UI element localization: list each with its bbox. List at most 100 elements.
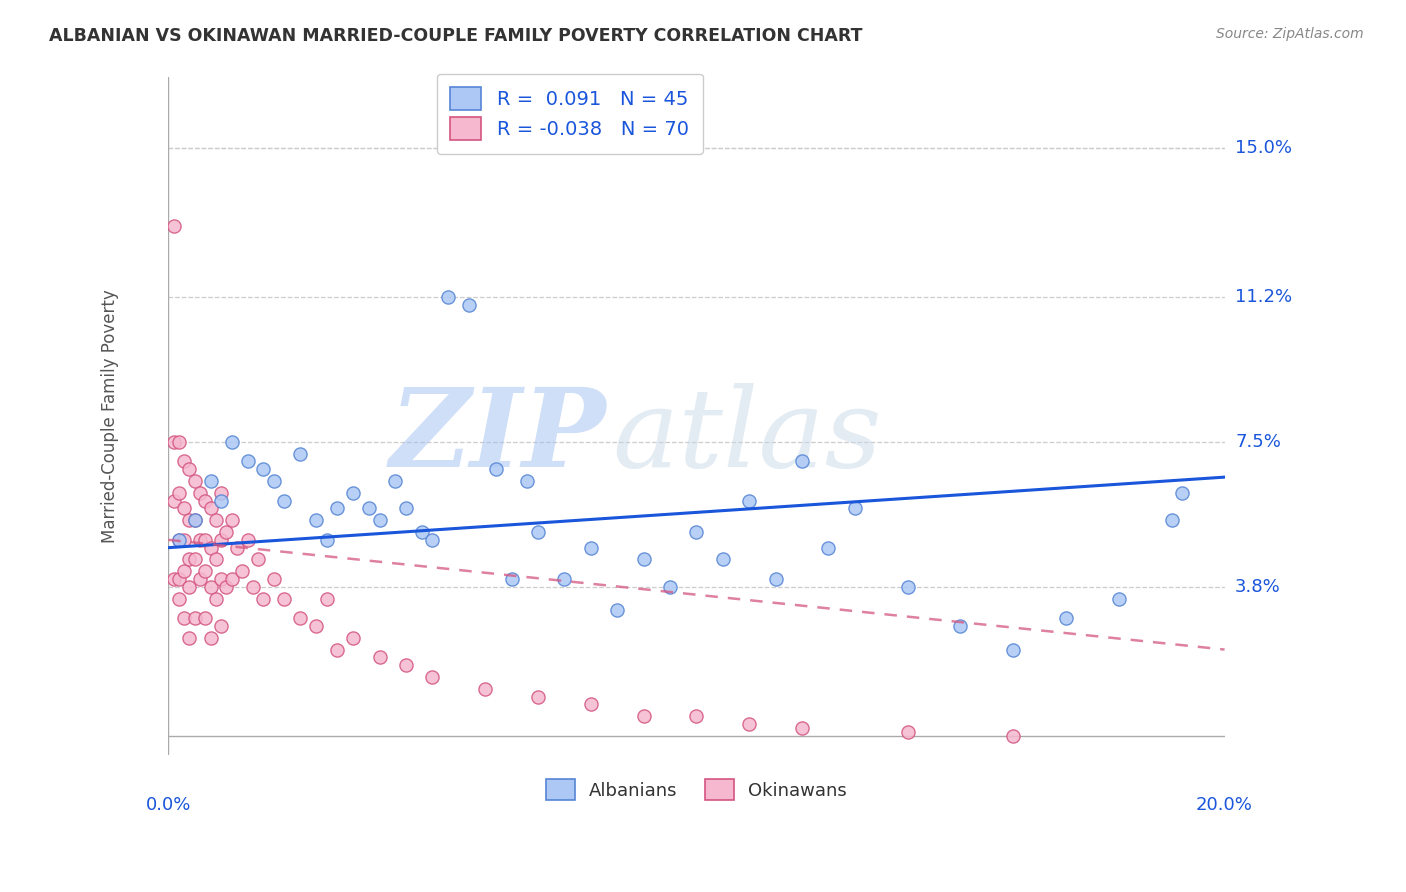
Point	[606, 603, 628, 617]
Point	[200, 541, 222, 555]
Point	[236, 454, 259, 468]
Point	[790, 721, 813, 735]
Point	[326, 642, 349, 657]
Point	[252, 462, 274, 476]
Point	[162, 219, 184, 234]
Point	[194, 493, 217, 508]
Point	[188, 572, 211, 586]
Point	[817, 541, 839, 555]
Point	[252, 591, 274, 606]
Point	[183, 611, 205, 625]
Point	[527, 690, 550, 704]
Point	[167, 591, 190, 606]
Point	[1002, 642, 1025, 657]
Point	[162, 572, 184, 586]
Point	[897, 724, 920, 739]
Point	[263, 474, 285, 488]
Text: 3.8%: 3.8%	[1234, 578, 1281, 596]
Point	[305, 619, 328, 633]
Point	[183, 474, 205, 488]
Point	[738, 717, 761, 731]
Point	[422, 533, 444, 547]
Point	[579, 698, 602, 712]
Text: ALBANIAN VS OKINAWAN MARRIED-COUPLE FAMILY POVERTY CORRELATION CHART: ALBANIAN VS OKINAWAN MARRIED-COUPLE FAMI…	[49, 27, 863, 45]
Text: 20.0%: 20.0%	[1197, 796, 1253, 814]
Point	[949, 619, 972, 633]
Point	[844, 501, 866, 516]
Point	[231, 564, 253, 578]
Point	[188, 533, 211, 547]
Point	[342, 485, 364, 500]
Text: Source: ZipAtlas.com: Source: ZipAtlas.com	[1216, 27, 1364, 41]
Point	[221, 572, 243, 586]
Point	[501, 572, 523, 586]
Point	[422, 670, 444, 684]
Point	[395, 501, 418, 516]
Point	[215, 524, 238, 539]
Point	[765, 572, 787, 586]
Point	[368, 513, 391, 527]
Point	[711, 552, 734, 566]
Point	[685, 524, 707, 539]
Point	[326, 501, 349, 516]
Point	[384, 474, 406, 488]
Point	[179, 631, 201, 645]
Text: 15.0%: 15.0%	[1234, 139, 1292, 157]
Point	[579, 541, 602, 555]
Point	[194, 533, 217, 547]
Point	[685, 709, 707, 723]
Point	[633, 709, 655, 723]
Point	[1160, 513, 1182, 527]
Text: atlas: atlas	[612, 383, 882, 491]
Point	[315, 591, 337, 606]
Point	[1108, 591, 1130, 606]
Point	[553, 572, 575, 586]
Point	[167, 533, 190, 547]
Point	[527, 524, 550, 539]
Point	[173, 533, 195, 547]
Point	[162, 434, 184, 449]
Point	[200, 580, 222, 594]
Point	[221, 434, 243, 449]
Point	[305, 513, 328, 527]
Point	[209, 485, 232, 500]
Point	[183, 552, 205, 566]
Point	[205, 513, 228, 527]
Point	[411, 524, 433, 539]
Point	[273, 493, 295, 508]
Point	[215, 580, 238, 594]
Text: ZIP: ZIP	[389, 383, 606, 491]
Point	[315, 533, 337, 547]
Point	[226, 541, 249, 555]
Legend: Albanians, Okinawans: Albanians, Okinawans	[538, 772, 855, 807]
Point	[236, 533, 259, 547]
Point	[209, 493, 232, 508]
Point	[209, 572, 232, 586]
Point	[357, 501, 380, 516]
Point	[200, 631, 222, 645]
Point	[167, 485, 190, 500]
Point	[205, 591, 228, 606]
Point	[247, 552, 270, 566]
Point	[162, 493, 184, 508]
Point	[209, 533, 232, 547]
Point	[194, 564, 217, 578]
Point	[242, 580, 264, 594]
Point	[209, 619, 232, 633]
Point	[167, 533, 190, 547]
Point	[458, 298, 481, 312]
Point	[179, 580, 201, 594]
Text: 0.0%: 0.0%	[146, 796, 191, 814]
Point	[221, 513, 243, 527]
Point	[205, 552, 228, 566]
Text: Married-Couple Family Poverty: Married-Couple Family Poverty	[101, 290, 120, 543]
Point	[790, 454, 813, 468]
Point	[173, 564, 195, 578]
Point	[1171, 485, 1194, 500]
Point	[167, 434, 190, 449]
Point	[474, 681, 496, 696]
Text: 7.5%: 7.5%	[1234, 433, 1281, 450]
Point	[188, 485, 211, 500]
Point	[1002, 729, 1025, 743]
Point	[173, 454, 195, 468]
